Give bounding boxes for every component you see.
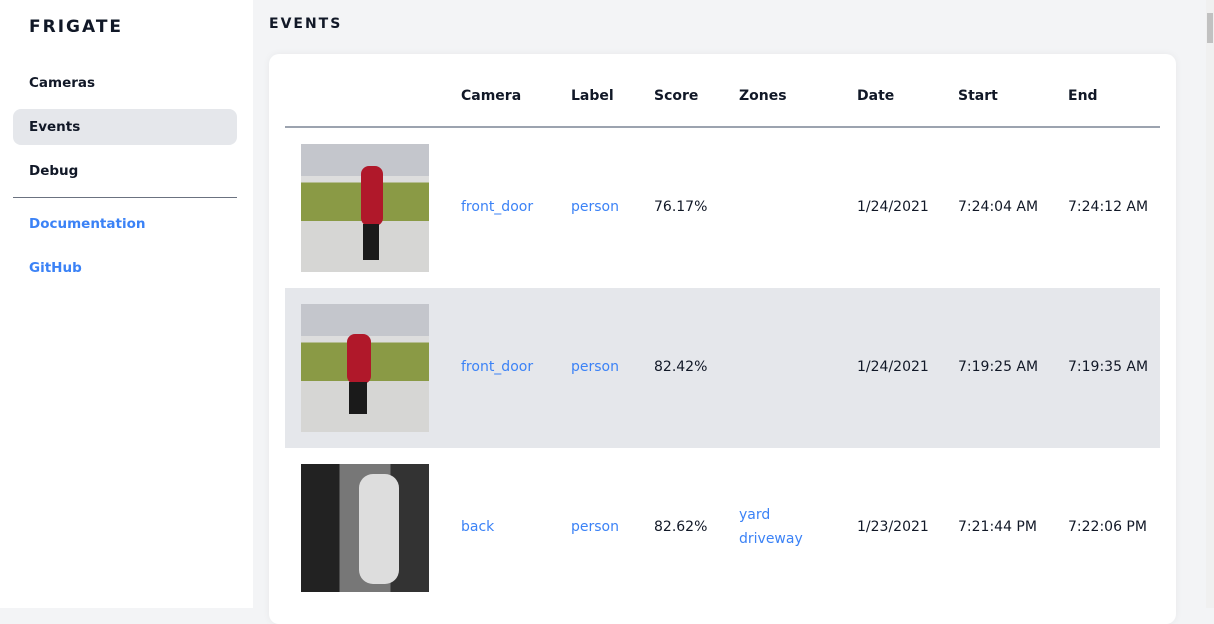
end-time: 7:24:12 AM (1068, 199, 1149, 215)
sidebar-item-events[interactable]: Events (13, 109, 237, 145)
table-row[interactable]: front_door person 76.17% 1/24/2021 7:24:… (285, 128, 1160, 288)
camera-link[interactable]: front_door (461, 359, 534, 375)
label-link[interactable]: person (571, 359, 619, 375)
end-time: 7:22:06 PM (1068, 519, 1147, 535)
header-score: Score (654, 88, 699, 104)
link-documentation[interactable]: Documentation (29, 216, 146, 232)
score: 82.42% (654, 359, 708, 375)
start-time: 7:24:04 AM (958, 199, 1039, 215)
date: 1/24/2021 (857, 359, 929, 375)
link-github[interactable]: GitHub (29, 260, 82, 276)
scrollbar-thumb[interactable] (1207, 13, 1213, 43)
start-time: 7:21:44 PM (958, 519, 1037, 535)
header-camera: Camera (461, 88, 522, 104)
page-title: EVENTS (269, 16, 343, 32)
end-time: 7:19:35 AM (1068, 359, 1149, 375)
sidebar: FRIGATE Cameras Events Debug Documentati… (0, 0, 253, 608)
label-link[interactable]: person (571, 519, 619, 535)
header-divider (285, 126, 1160, 128)
event-thumbnail[interactable] (301, 144, 429, 272)
header-end: End (1068, 88, 1098, 104)
header-label: Label (571, 88, 614, 104)
camera-link[interactable]: front_door (461, 199, 534, 215)
zone-link[interactable]: yard (739, 507, 771, 523)
event-thumbnail[interactable] (301, 464, 429, 592)
header-date: Date (857, 88, 895, 104)
event-thumbnail[interactable] (301, 304, 429, 432)
table-row[interactable]: front_door person 82.42% 1/24/2021 7:19:… (285, 288, 1160, 448)
zone-link[interactable]: driveway (739, 531, 803, 547)
sidebar-divider (13, 197, 237, 198)
start-time: 7:19:25 AM (958, 359, 1039, 375)
table-row[interactable]: back person 82.62% yard driveway 1/23/20… (285, 448, 1160, 608)
scrollbar[interactable] (1206, 0, 1214, 608)
header-zones: Zones (739, 88, 787, 104)
score: 82.62% (654, 519, 708, 535)
brand-logo: FRIGATE (29, 17, 124, 37)
date: 1/23/2021 (857, 519, 929, 535)
header-start: Start (958, 88, 998, 104)
sidebar-item-debug[interactable]: Debug (29, 163, 79, 179)
label-link[interactable]: person (571, 199, 619, 215)
sidebar-item-cameras[interactable]: Cameras (29, 75, 96, 91)
camera-link[interactable]: back (461, 519, 495, 535)
date: 1/24/2021 (857, 199, 929, 215)
score: 76.17% (654, 199, 708, 215)
